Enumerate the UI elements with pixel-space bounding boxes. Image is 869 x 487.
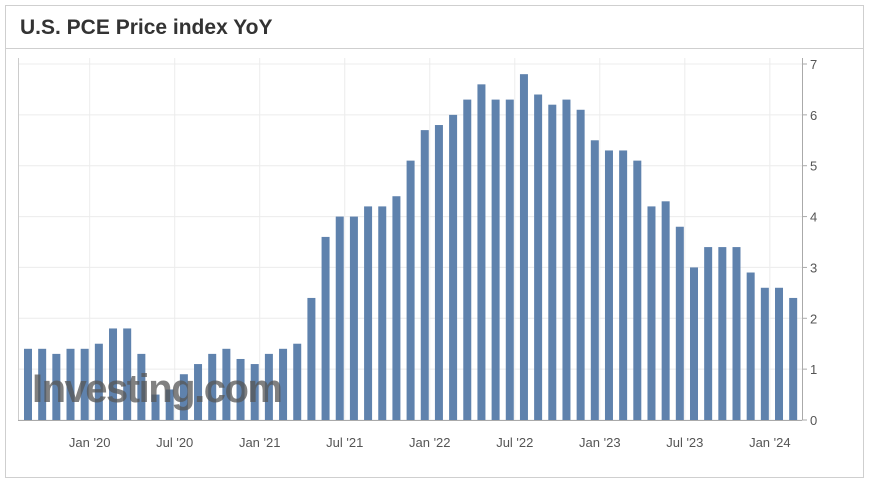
watermark: Investing.com — [32, 367, 281, 411]
bar — [647, 206, 656, 420]
bar — [689, 267, 698, 420]
chart-title: U.S. PCE Price index YoY — [20, 16, 272, 39]
bar — [392, 196, 401, 420]
bar — [165, 389, 174, 420]
y-tick-label: 6 — [810, 108, 817, 123]
bar — [576, 109, 585, 421]
bar — [548, 104, 557, 420]
bar — [208, 353, 217, 420]
bar — [420, 130, 429, 420]
bar — [250, 364, 259, 420]
bar — [590, 140, 599, 421]
bar — [364, 206, 373, 420]
bar — [675, 226, 684, 420]
bar — [619, 150, 628, 420]
x-tick-label: Jan '20 — [69, 435, 111, 450]
bar — [434, 125, 443, 421]
bar — [661, 201, 670, 420]
bar — [137, 353, 146, 420]
bar — [746, 272, 755, 420]
bar — [519, 74, 528, 421]
bar — [562, 99, 571, 420]
x-tick-label: Jul '22 — [496, 435, 533, 450]
bar — [293, 343, 302, 420]
bar — [378, 206, 387, 420]
bar — [194, 364, 203, 420]
x-tick-label: Jul '21 — [326, 435, 363, 450]
bar — [505, 99, 514, 420]
bar — [52, 353, 61, 420]
bar — [123, 328, 132, 420]
y-tick-label: 4 — [810, 210, 817, 225]
bar — [321, 236, 330, 420]
bar — [534, 94, 543, 420]
bar — [38, 348, 47, 420]
bar — [151, 394, 160, 420]
y-tick-label: 5 — [810, 159, 817, 174]
bar — [80, 348, 89, 420]
x-tick-label: Jan '21 — [239, 435, 281, 450]
bar — [718, 247, 727, 420]
bar — [222, 348, 231, 420]
bar — [335, 216, 344, 420]
bar — [264, 353, 273, 420]
bar — [66, 348, 75, 420]
bar — [491, 99, 500, 420]
y-tick-label: 1 — [810, 362, 817, 377]
bar — [24, 348, 32, 420]
bar — [760, 287, 769, 420]
x-tick-label: Jan '23 — [579, 435, 621, 450]
bar — [179, 374, 188, 420]
bar — [704, 247, 713, 420]
bar — [236, 358, 245, 420]
y-tick-label: 7 — [810, 57, 817, 72]
bar — [463, 99, 472, 420]
bar — [732, 247, 741, 420]
bar — [307, 297, 316, 420]
bar — [477, 84, 486, 420]
bar — [633, 160, 642, 420]
bar — [775, 287, 784, 420]
y-tick-label: 0 — [810, 413, 817, 428]
x-tick-label: Jul '23 — [666, 435, 703, 450]
bar — [94, 343, 103, 420]
x-tick-label: Jan '22 — [409, 435, 451, 450]
x-tick-label: Jan '24 — [749, 435, 791, 450]
bar — [109, 328, 118, 420]
x-tick-label: Jul '20 — [156, 435, 193, 450]
bar — [279, 348, 288, 420]
bar — [789, 297, 798, 420]
bar — [449, 114, 458, 420]
y-tick-label: 2 — [810, 311, 817, 326]
y-tick-label: 3 — [810, 260, 817, 275]
bar — [604, 150, 613, 420]
bar — [349, 216, 358, 420]
bar — [406, 160, 415, 420]
